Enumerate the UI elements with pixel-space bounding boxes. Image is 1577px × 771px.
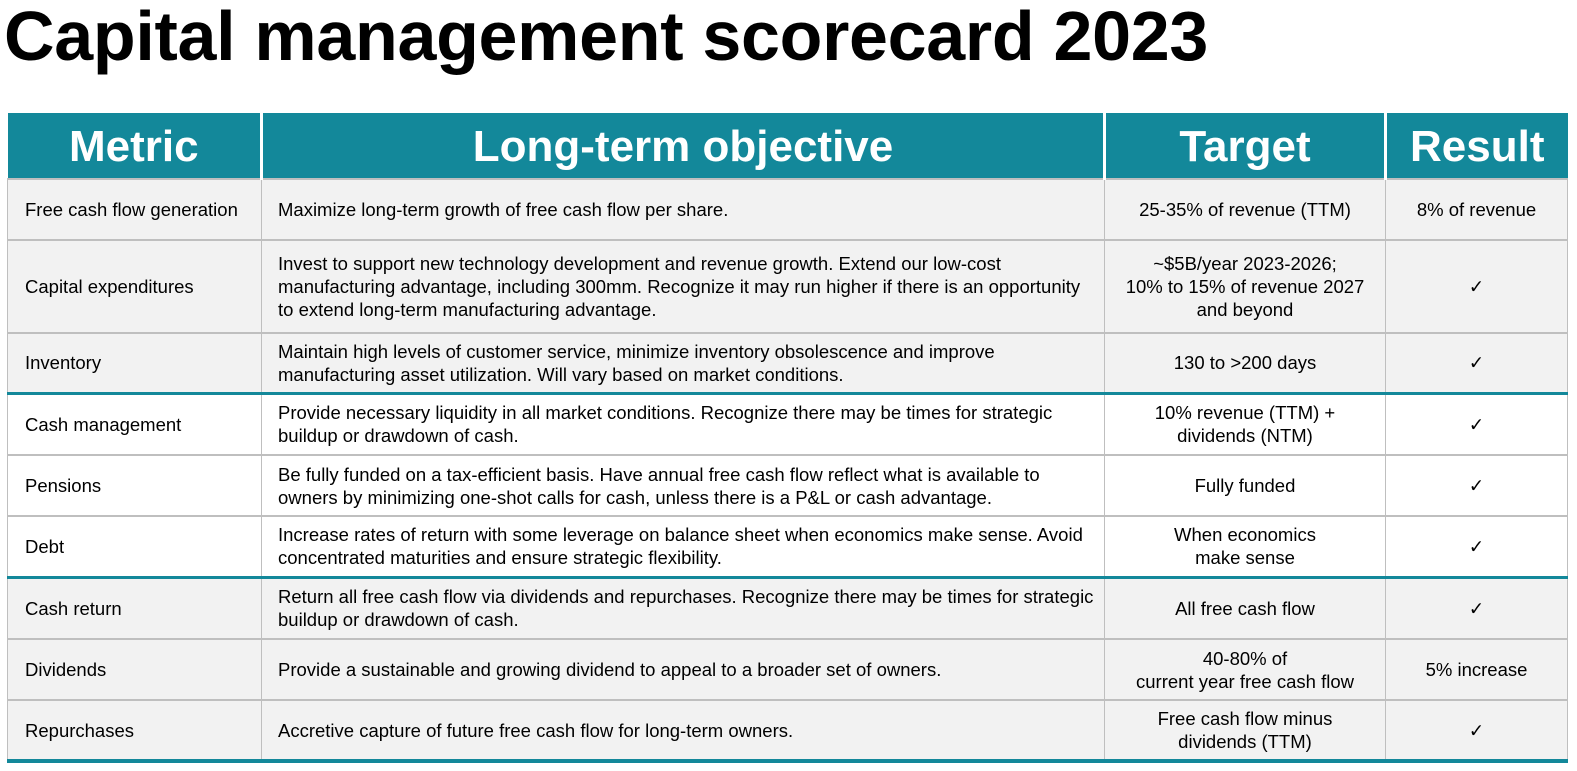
objective-cell: Provide a sustainable and growing divide… bbox=[261, 638, 1105, 701]
target-cell: 40-80% of current year free cash flow bbox=[1104, 638, 1386, 701]
target-cell: 10% revenue (TTM) + dividends (NTM) bbox=[1104, 391, 1386, 456]
objective-cell: Maintain high levels of customer service… bbox=[261, 332, 1105, 394]
header-objective: Long-term objective bbox=[260, 113, 1105, 179]
objective-cell: Accretive capture of future free cash fl… bbox=[261, 699, 1105, 763]
metric-cell: Free cash flow generation bbox=[7, 178, 262, 241]
header-result: Result bbox=[1384, 113, 1568, 179]
table-row: Inventory Maintain high levels of custom… bbox=[7, 332, 1568, 394]
target-cell: When economics make sense bbox=[1104, 515, 1386, 578]
metric-cell: Pensions bbox=[7, 454, 262, 517]
target-cell: All free cash flow bbox=[1104, 575, 1386, 640]
target-cell: 25-35% of revenue (TTM) bbox=[1104, 178, 1386, 241]
objective-cell: Provide necessary liquidity in all marke… bbox=[261, 391, 1105, 456]
header-row: Metric Long-term objective Target Result bbox=[7, 113, 1568, 179]
table-row: Debt Increase rates of return with some … bbox=[7, 515, 1568, 578]
table-row: Free cash flow generation Maximize long-… bbox=[7, 178, 1568, 241]
metric-cell: Cash management bbox=[7, 391, 262, 456]
table-row: Capital expenditures Invest to support n… bbox=[7, 239, 1568, 334]
result-cell: 8% of revenue bbox=[1385, 178, 1568, 241]
metric-cell: Capital expenditures bbox=[7, 239, 262, 334]
target-cell: 130 to >200 days bbox=[1104, 332, 1386, 394]
target-cell: Free cash flow minus dividends (TTM) bbox=[1104, 699, 1386, 763]
table-row: Dividends Provide a sustainable and grow… bbox=[7, 638, 1568, 701]
result-check-icon: ✓ bbox=[1385, 454, 1568, 517]
header-metric: Metric bbox=[7, 113, 262, 179]
header-target: Target bbox=[1103, 113, 1386, 179]
metric-cell: Debt bbox=[7, 515, 262, 578]
objective-cell: Be fully funded on a tax-efficient basis… bbox=[261, 454, 1105, 517]
result-check-icon: ✓ bbox=[1385, 239, 1568, 334]
result-check-icon: ✓ bbox=[1385, 699, 1568, 763]
metric-cell: Repurchases bbox=[7, 699, 262, 763]
table-row: Cash return Return all free cash flow vi… bbox=[7, 575, 1568, 640]
result-check-icon: ✓ bbox=[1385, 391, 1568, 456]
target-cell: Fully funded bbox=[1104, 454, 1386, 517]
objective-cell: Increase rates of return with some lever… bbox=[261, 515, 1105, 578]
objective-cell: Return all free cash flow via dividends … bbox=[261, 575, 1105, 640]
result-check-icon: ✓ bbox=[1385, 515, 1568, 578]
table-row: Pensions Be fully funded on a tax-effici… bbox=[7, 454, 1568, 517]
result-cell: 5% increase bbox=[1385, 638, 1568, 701]
result-check-icon: ✓ bbox=[1385, 332, 1568, 394]
metric-cell: Cash return bbox=[7, 575, 262, 640]
metric-cell: Inventory bbox=[7, 332, 262, 394]
target-cell: ~$5B/year 2023-2026; 10% to 15% of revenu… bbox=[1104, 239, 1386, 334]
metric-cell: Dividends bbox=[7, 638, 262, 701]
page-title: Capital management scorecard 2023 bbox=[4, 0, 1208, 75]
scorecard-table: Metric Long-term objective Target Result… bbox=[7, 113, 1568, 763]
result-check-icon: ✓ bbox=[1385, 575, 1568, 640]
objective-cell: Invest to support new technology develop… bbox=[261, 239, 1105, 334]
objective-cell: Maximize long-term growth of free cash f… bbox=[261, 178, 1105, 241]
table-row: Repurchases Accretive capture of future … bbox=[7, 699, 1568, 763]
table-row: Cash management Provide necessary liquid… bbox=[7, 391, 1568, 456]
